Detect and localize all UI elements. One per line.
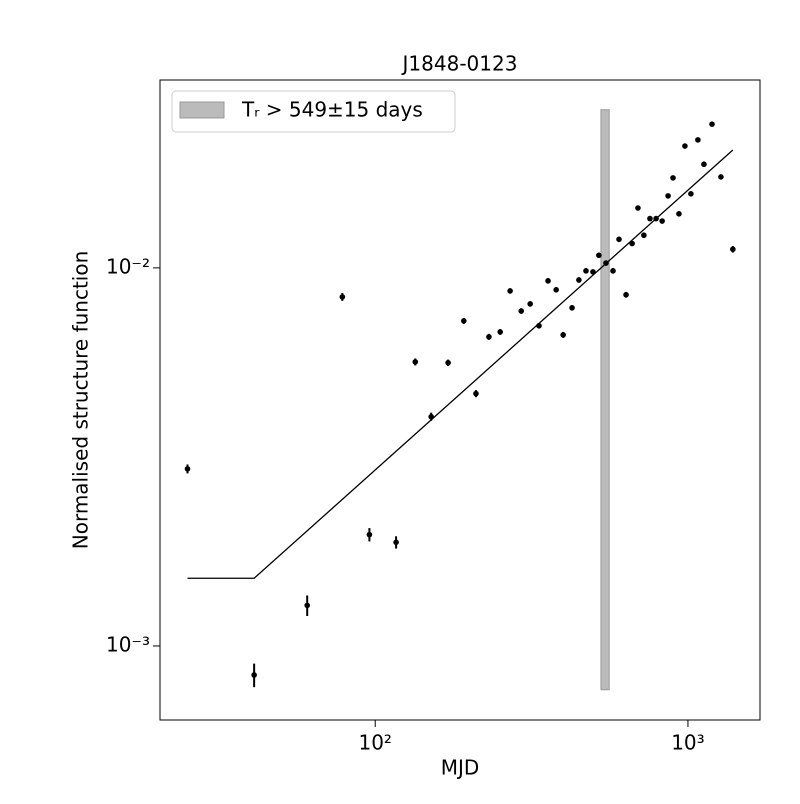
- data-point: [688, 191, 694, 197]
- data-point: [676, 211, 682, 217]
- data-point: [623, 291, 629, 298]
- threshold-band: [600, 109, 610, 691]
- chart-title: J1848-0123: [401, 52, 518, 76]
- data-point: [473, 390, 479, 397]
- data-point: [507, 288, 513, 294]
- data-point: [665, 193, 671, 199]
- data-point: [629, 240, 635, 247]
- data-point: [682, 143, 688, 149]
- data-point: [659, 218, 665, 224]
- data-point: [647, 215, 653, 222]
- data-point: [709, 121, 715, 127]
- legend-box: [171, 90, 456, 133]
- data-point: [527, 301, 533, 307]
- data-point: [641, 232, 647, 239]
- data-point: [596, 252, 602, 259]
- data-point: [366, 531, 373, 538]
- data-point: [393, 539, 399, 546]
- data-point: [730, 246, 736, 253]
- data-point: [701, 161, 707, 168]
- data-point: [497, 329, 504, 335]
- y-tick-label: 10⁻³: [106, 632, 150, 656]
- data-point: [251, 672, 257, 678]
- data-point: [545, 278, 551, 284]
- legend-label: Tᵣ > 549±15 days: [241, 98, 423, 122]
- data-point: [428, 413, 434, 420]
- y-axis-label: Normalised structure function: [69, 251, 93, 550]
- data-point: [583, 268, 589, 274]
- data-point: [518, 308, 525, 314]
- fit-line: [187, 149, 734, 579]
- data-point: [461, 318, 467, 324]
- data-point: [304, 602, 310, 609]
- data-point: [610, 268, 616, 274]
- data-point: [635, 205, 641, 211]
- data-point: [653, 215, 659, 222]
- data-point: [670, 175, 676, 181]
- data-point: [616, 236, 622, 243]
- x-tick-label: 10³: [671, 731, 704, 755]
- data-point: [184, 466, 191, 472]
- x-axis-label: MJD: [441, 756, 480, 780]
- data-point: [569, 305, 575, 311]
- legend-swatch: [179, 101, 225, 119]
- data-point: [603, 260, 609, 266]
- data-point: [536, 322, 542, 329]
- data-point: [590, 269, 596, 275]
- data-point: [486, 334, 492, 340]
- data-point: [412, 359, 419, 365]
- data-point: [695, 137, 701, 143]
- data-point: [553, 287, 559, 293]
- data-point: [445, 359, 451, 366]
- x-tick-label: 10²: [358, 731, 391, 755]
- data-point: [339, 294, 346, 300]
- plot-frame: [159, 79, 761, 721]
- y-tick-label: 10⁻²: [106, 254, 150, 278]
- data-point: [560, 332, 566, 338]
- data-point: [718, 174, 724, 180]
- data-point: [576, 277, 582, 283]
